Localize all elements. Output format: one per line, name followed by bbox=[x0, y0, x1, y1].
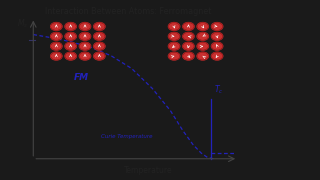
Circle shape bbox=[197, 32, 208, 40]
Text: $M_s$: $M_s$ bbox=[17, 17, 29, 30]
Circle shape bbox=[51, 42, 62, 50]
Circle shape bbox=[183, 42, 194, 50]
Circle shape bbox=[79, 22, 91, 30]
Circle shape bbox=[94, 32, 105, 40]
Circle shape bbox=[79, 42, 91, 50]
Circle shape bbox=[94, 52, 105, 60]
Text: Interaction Between Atoms: Ferromagnet: Interaction Between Atoms: Ferromagnet bbox=[45, 7, 211, 16]
Text: $T_c$: $T_c$ bbox=[214, 84, 224, 96]
Circle shape bbox=[79, 32, 91, 40]
Circle shape bbox=[197, 42, 208, 50]
Circle shape bbox=[197, 52, 208, 60]
Circle shape bbox=[168, 52, 180, 60]
Text: 1: 1 bbox=[203, 22, 208, 31]
Circle shape bbox=[183, 22, 194, 30]
Circle shape bbox=[212, 22, 223, 30]
Circle shape bbox=[212, 52, 223, 60]
Text: Curie Temperature: Curie Temperature bbox=[101, 134, 152, 139]
Circle shape bbox=[51, 22, 62, 30]
Circle shape bbox=[94, 42, 105, 50]
Circle shape bbox=[51, 52, 62, 60]
Circle shape bbox=[212, 32, 223, 40]
Circle shape bbox=[183, 32, 194, 40]
Circle shape bbox=[65, 52, 76, 60]
Text: FM: FM bbox=[74, 73, 89, 82]
Circle shape bbox=[168, 22, 180, 30]
Circle shape bbox=[168, 32, 180, 40]
Circle shape bbox=[65, 32, 76, 40]
Text: Temperature: Temperature bbox=[124, 166, 173, 175]
Circle shape bbox=[79, 52, 91, 60]
Circle shape bbox=[183, 52, 194, 60]
Circle shape bbox=[94, 22, 105, 30]
Circle shape bbox=[65, 42, 76, 50]
Circle shape bbox=[212, 42, 223, 50]
Circle shape bbox=[168, 42, 180, 50]
Circle shape bbox=[65, 22, 76, 30]
Circle shape bbox=[51, 32, 62, 40]
Circle shape bbox=[197, 22, 208, 30]
